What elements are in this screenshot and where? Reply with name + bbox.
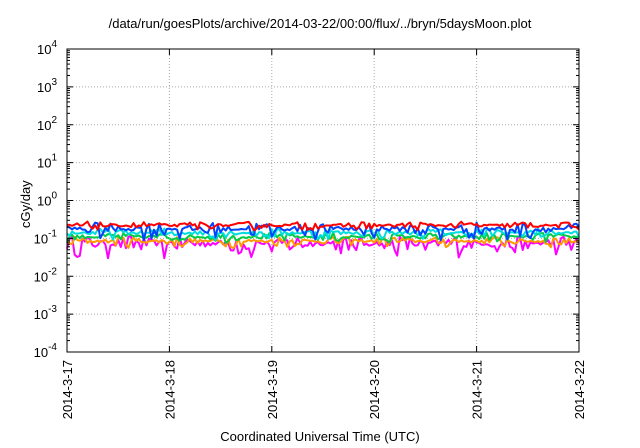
y-tick-label: 10-1 (34, 228, 58, 246)
x-axis-label: Coordinated Universal Time (UTC) (220, 429, 420, 444)
series-line-3 (66, 227, 580, 241)
x-tick-label: 2014-3-20 (367, 360, 382, 419)
x-tick-label: 2014-3-21 (470, 360, 485, 419)
y-tick-label: 10-2 (34, 266, 58, 284)
series-line-1 (66, 235, 580, 250)
series-line-4 (66, 221, 580, 242)
y-tick-label: 10-4 (34, 342, 58, 360)
y-tick-label: 104 (37, 39, 57, 57)
series-line-5 (66, 220, 580, 232)
y-tick-label: 102 (37, 115, 57, 133)
y-tick-label: 103 (37, 77, 57, 95)
y-tick-label: 101 (37, 153, 57, 171)
x-tick-label: 2014-3-19 (265, 360, 280, 419)
y-tick-label: 10-3 (34, 304, 58, 322)
x-tick-label: 2014-3-17 (60, 360, 75, 419)
x-tick-label: 2014-3-18 (162, 360, 177, 419)
x-tick-label: 2014-3-22 (572, 360, 587, 419)
y-tick-label: 100 (37, 191, 57, 209)
chart-title: /data/run/goesPlots/archive/2014-03-22/0… (108, 16, 532, 31)
